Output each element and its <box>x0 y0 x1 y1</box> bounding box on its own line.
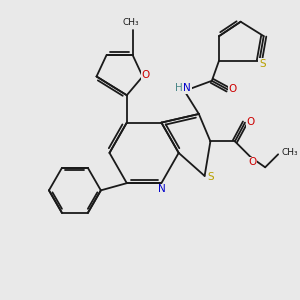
Text: O: O <box>141 70 150 80</box>
Text: H: H <box>176 83 183 93</box>
Text: O: O <box>229 84 237 94</box>
Text: N: N <box>158 184 166 194</box>
Text: S: S <box>259 58 266 68</box>
Text: CH₃: CH₃ <box>123 18 140 27</box>
Text: O: O <box>248 158 256 167</box>
Text: S: S <box>208 172 214 182</box>
Text: CH₃: CH₃ <box>281 148 298 158</box>
Text: N: N <box>184 83 191 93</box>
Text: O: O <box>246 117 254 127</box>
